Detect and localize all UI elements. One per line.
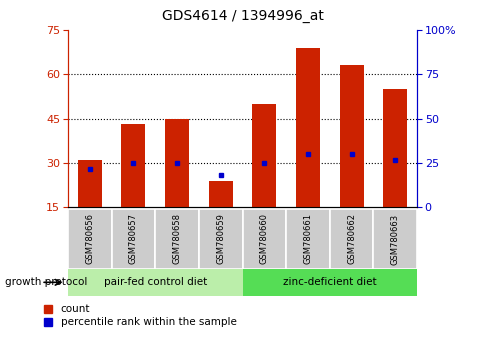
Bar bbox=[252, 104, 276, 207]
Text: GSM780659: GSM780659 bbox=[216, 213, 225, 264]
Text: GSM780663: GSM780663 bbox=[390, 213, 399, 264]
Bar bbox=[165, 119, 189, 207]
Text: pair-fed control diet: pair-fed control diet bbox=[104, 277, 206, 287]
Bar bbox=[242, 209, 286, 269]
Bar bbox=[111, 209, 155, 269]
Text: GSM780658: GSM780658 bbox=[172, 213, 181, 264]
Text: GSM780660: GSM780660 bbox=[259, 213, 268, 264]
Text: GSM780656: GSM780656 bbox=[85, 213, 94, 264]
Text: GSM780662: GSM780662 bbox=[347, 213, 355, 264]
Bar bbox=[198, 209, 242, 269]
Bar bbox=[68, 269, 242, 296]
Bar bbox=[77, 160, 102, 207]
Text: zinc-deficient diet: zinc-deficient diet bbox=[282, 277, 376, 287]
Text: growth protocol: growth protocol bbox=[5, 277, 87, 287]
Bar bbox=[373, 209, 416, 269]
Bar bbox=[121, 125, 145, 207]
Bar bbox=[329, 209, 373, 269]
Legend: count, percentile rank within the sample: count, percentile rank within the sample bbox=[44, 304, 236, 327]
Bar bbox=[295, 48, 319, 207]
Bar bbox=[339, 65, 363, 207]
Bar bbox=[155, 209, 198, 269]
Text: GSM780661: GSM780661 bbox=[303, 213, 312, 264]
Bar bbox=[286, 209, 329, 269]
Bar bbox=[242, 269, 416, 296]
Text: GDS4614 / 1394996_at: GDS4614 / 1394996_at bbox=[161, 9, 323, 23]
Bar bbox=[382, 89, 407, 207]
Bar bbox=[68, 209, 111, 269]
Bar bbox=[208, 181, 232, 207]
Text: GSM780657: GSM780657 bbox=[129, 213, 137, 264]
